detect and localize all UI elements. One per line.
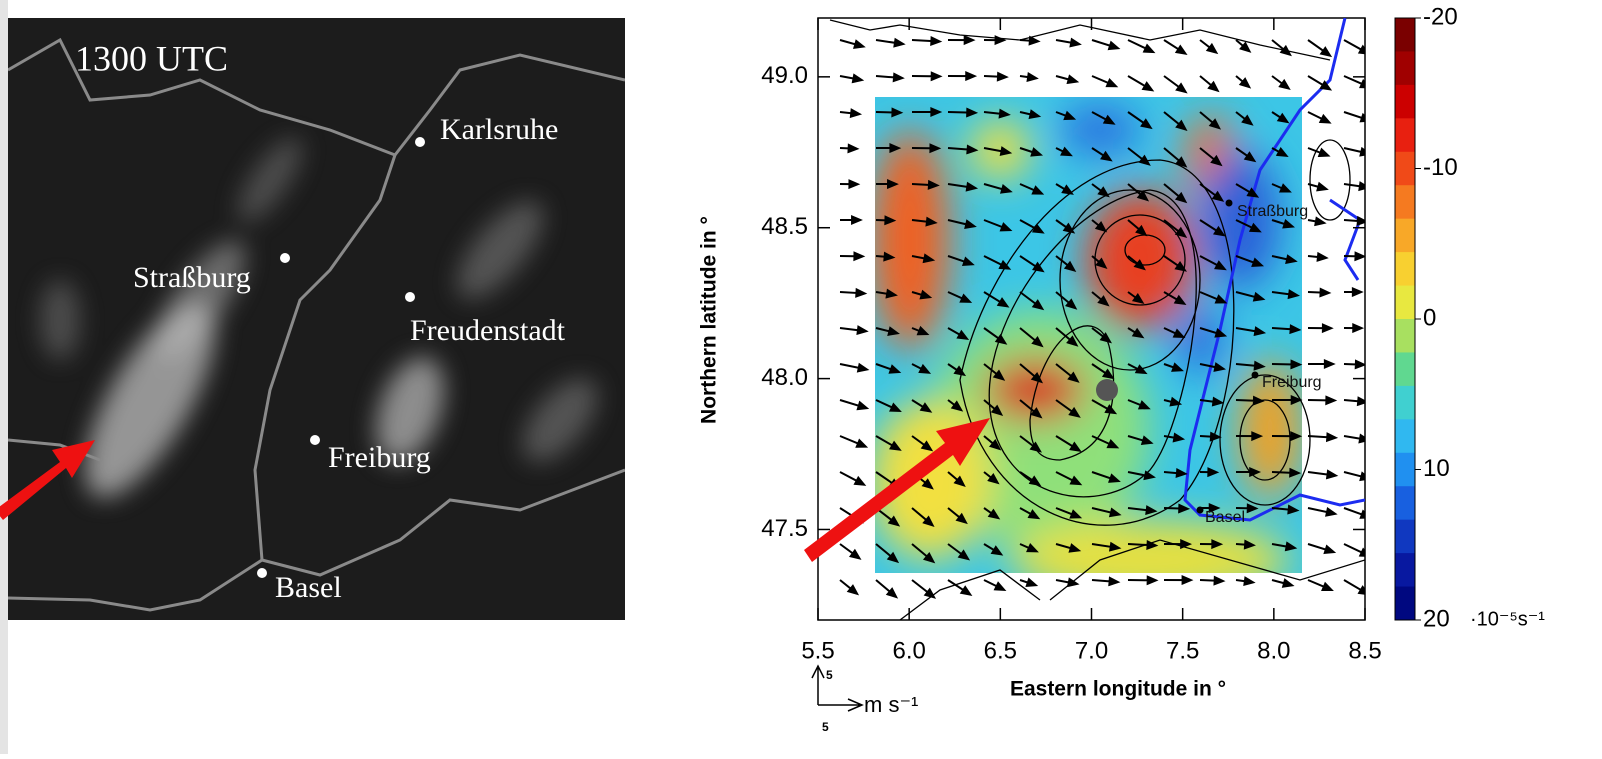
city-dot — [1197, 507, 1204, 514]
x-axis-label: Eastern longitude in ° — [1010, 678, 1226, 701]
colorbar-band — [1395, 18, 1415, 52]
scale-right-label: 5 — [822, 720, 829, 734]
colorbar-band — [1395, 185, 1415, 219]
city-dot — [405, 292, 415, 302]
city-label: Basel — [275, 571, 342, 604]
colorbar-band — [1395, 152, 1415, 186]
colorbar-band — [1395, 553, 1415, 587]
colorbar-band — [1395, 352, 1415, 386]
y-tick-label: 49.0 — [761, 62, 808, 89]
x-tick-label: 7.0 — [1075, 637, 1108, 664]
divergence-map — [818, 18, 1370, 620]
x-tick-label: 8.5 — [1348, 637, 1381, 664]
colorbar-tick-label: -20 — [1423, 3, 1458, 30]
time-label: 1300 UTC — [75, 38, 228, 78]
city-dot — [280, 253, 290, 263]
y-tick-label: 47.5 — [761, 515, 808, 542]
city-label: Basel — [1205, 509, 1245, 526]
colorbar-band — [1395, 286, 1415, 320]
colorbar-tick-label: -10 — [1423, 154, 1458, 181]
x-tick-label: 6.5 — [984, 637, 1017, 664]
colorbar-band — [1395, 520, 1415, 554]
colorbar-band — [1395, 252, 1415, 286]
city-dot — [1226, 200, 1233, 207]
x-tick-label: 7.5 — [1166, 637, 1199, 664]
figure: 1300 UTC — [0, 0, 1602, 754]
city-dot — [257, 568, 267, 578]
colorbar-band — [1395, 118, 1415, 152]
colorbar-band — [1395, 486, 1415, 520]
colorbar: -20 -10 0 10 20 ·10⁻⁵s⁻¹ — [1395, 3, 1545, 632]
city-dot — [415, 137, 425, 147]
city-dot — [1252, 372, 1259, 379]
vector-scale: 5 5 m s⁻¹ — [812, 666, 918, 734]
city-dot — [310, 435, 320, 445]
x-tick-label: 6.0 — [892, 637, 925, 664]
x-tick-label: 5.5 — [801, 637, 834, 664]
city-label: Karlsruhe — [440, 113, 558, 146]
colorbar-band — [1395, 219, 1415, 253]
colorbar-band — [1395, 587, 1415, 621]
y-tick-label: 48.0 — [761, 364, 808, 391]
colorbar-unit: ·10⁻⁵s⁻¹ — [1470, 608, 1545, 630]
colorbar-band — [1395, 319, 1415, 353]
scale-up-label: 5 — [826, 668, 833, 682]
colorbar-band — [1395, 85, 1415, 119]
scale-arrows — [812, 666, 862, 711]
colorbar-band — [1395, 386, 1415, 420]
y-tick-label: 48.5 — [761, 213, 808, 240]
edge-strip — [0, 0, 8, 754]
colorbar-tick-label: 0 — [1423, 304, 1436, 331]
city-label: Freiburg — [1262, 374, 1322, 391]
colorbar-tick-label: 20 — [1423, 605, 1450, 632]
city-label: Freiburg — [328, 441, 431, 474]
y-axis-label: Northern latitude in ° — [698, 216, 721, 424]
colorbar-band — [1395, 453, 1415, 487]
city-label: Straßburg — [133, 261, 251, 294]
scale-unit: m s⁻¹ — [864, 692, 918, 717]
city-label: Straßburg — [1237, 203, 1308, 220]
city-label: Freudenstadt — [410, 314, 566, 347]
x-tick-label: 8.0 — [1257, 637, 1290, 664]
colorbar-band — [1395, 419, 1415, 453]
colorbar-tick-label: 10 — [1423, 455, 1450, 482]
colorbar-band — [1395, 51, 1415, 85]
site-marker — [1096, 379, 1118, 401]
